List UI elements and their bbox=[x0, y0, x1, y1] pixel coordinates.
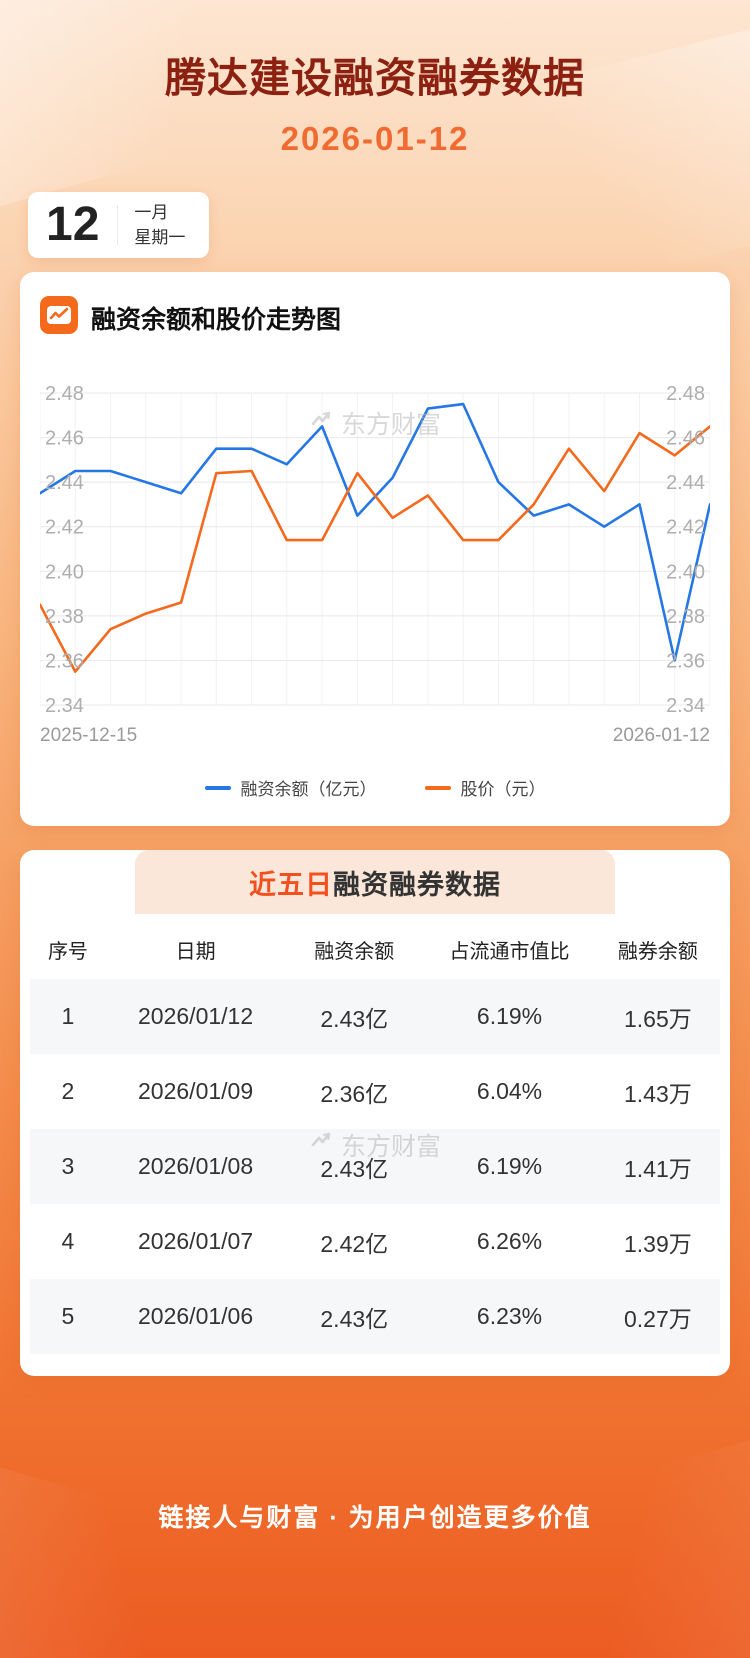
watermark: 东方财富 bbox=[309, 405, 441, 441]
table-body: 1 2026/01/12 2.43亿 6.19% 1.65万 2 2026/01/09 2.3… bbox=[30, 979, 720, 1354]
table-column-header: 融券余额 bbox=[617, 941, 698, 963]
table-cell: 6.26% bbox=[476, 1228, 543, 1254]
table-column-header: 占流通市值比 bbox=[449, 941, 570, 963]
table-cell: 2026/01/08 bbox=[138, 1153, 254, 1179]
table-column-header: 融资余额 bbox=[314, 941, 395, 963]
svg-text:2.40: 2.40 bbox=[45, 561, 84, 583]
svg-text:2.44: 2.44 bbox=[666, 472, 705, 494]
table-cell: 2026/01/12 bbox=[138, 1003, 254, 1029]
page-date: 2026-01-12 bbox=[280, 120, 470, 157]
table-cell: 6.23% bbox=[476, 1303, 543, 1329]
legend-label: 股价（元） bbox=[460, 780, 546, 799]
table-cell: 6.19% bbox=[476, 1003, 543, 1029]
trend-chart: 东方财富 2.48 2.48 2.46 2.46 2.44 2.44 2.42 2.42 2.4… bbox=[40, 381, 710, 800]
table-cell: 1.39万 bbox=[624, 1230, 692, 1257]
table-cell: 5 bbox=[61, 1303, 75, 1329]
svg-text:2.48: 2.48 bbox=[666, 383, 705, 405]
chart-icon bbox=[40, 296, 78, 339]
decorative-stripe bbox=[0, 1450, 305, 1658]
legend-marker bbox=[204, 785, 231, 790]
svg-text:2.38: 2.38 bbox=[666, 606, 705, 628]
svg-text:2.34: 2.34 bbox=[666, 695, 705, 717]
legend-label: 融资余额（亿元） bbox=[240, 780, 377, 799]
table-cell: 1.65万 bbox=[624, 1005, 692, 1032]
svg-text:2.34: 2.34 bbox=[45, 695, 84, 717]
calendar-weekday: 星期一 bbox=[134, 228, 186, 247]
x-axis-labels: 2025-12-15 2026-01-12 bbox=[40, 725, 710, 747]
calendar-meta: 一月 星期一 bbox=[134, 200, 185, 251]
table-title-highlight: 近五日 bbox=[249, 870, 333, 900]
table-cell: 2 bbox=[61, 1078, 75, 1104]
table-cell: 2.42亿 bbox=[320, 1230, 389, 1257]
page-title: 腾达建设融资融券数据 bbox=[165, 55, 585, 101]
decorative-stripe bbox=[444, 1417, 750, 1658]
chart-title: 融资余额和股价走势图 bbox=[91, 305, 342, 334]
table-row: 3 2026/01/08 2.43亿 6.19% 1.41万 bbox=[30, 1129, 720, 1204]
table-cell: 1 bbox=[61, 1003, 75, 1029]
table-column-header: 序号 bbox=[47, 941, 88, 963]
svg-text:2.46: 2.46 bbox=[45, 428, 84, 450]
table-column-header: 日期 bbox=[175, 941, 216, 963]
x-axis-end-label: 2026-01-12 bbox=[612, 725, 710, 746]
table-cell: 2.36亿 bbox=[320, 1080, 389, 1107]
svg-text:2.38: 2.38 bbox=[45, 606, 84, 628]
svg-text:2.44: 2.44 bbox=[45, 472, 84, 494]
table-cell: 2.43亿 bbox=[320, 1155, 389, 1182]
watermark-text: 东方财富 bbox=[340, 411, 442, 439]
svg-text:2.46: 2.46 bbox=[666, 428, 705, 450]
calendar-card: 12 一月 星期一 bbox=[28, 192, 210, 258]
x-axis-start-label: 2025-12-15 bbox=[40, 725, 138, 746]
table-cell: 3 bbox=[61, 1153, 75, 1179]
table-header-row: 序号 日期 融资余额 占流通市值比 融券余额 bbox=[30, 918, 720, 979]
chart-legend: 融资余额（亿元） 股价（元） bbox=[40, 775, 710, 800]
chart-header: 融资余额和股价走势图 bbox=[40, 296, 710, 339]
calendar-month: 一月 bbox=[134, 202, 169, 222]
svg-text:2.42: 2.42 bbox=[45, 517, 84, 539]
table-cell: 1.43万 bbox=[624, 1080, 692, 1107]
watermark-logo-icon bbox=[309, 408, 333, 439]
margin-data-table: 序号 日期 融资余额 占流通市值比 融券余额 1 2026/01/12 2.43亿 6.19%… bbox=[30, 918, 720, 1354]
table-cell: 2.43亿 bbox=[320, 1005, 389, 1032]
table-title: 近五日融资融券数据 bbox=[135, 850, 615, 914]
table-cell: 6.19% bbox=[476, 1153, 543, 1179]
table-title-rest: 融资融券数据 bbox=[333, 870, 501, 900]
svg-text:2.40: 2.40 bbox=[666, 561, 705, 583]
legend-marker bbox=[424, 785, 451, 790]
table-row: 1 2026/01/12 2.43亿 6.19% 1.65万 bbox=[30, 979, 720, 1054]
table-cell: 1.41万 bbox=[624, 1155, 692, 1182]
svg-text:2.36: 2.36 bbox=[45, 650, 84, 672]
table-cell: 4 bbox=[61, 1228, 75, 1254]
table-cell: 2.43亿 bbox=[320, 1305, 389, 1332]
table-row: 5 2026/01/06 2.43亿 6.23% 0.27万 bbox=[30, 1279, 720, 1354]
table-row: 4 2026/01/07 2.42亿 6.26% 1.39万 bbox=[30, 1204, 720, 1279]
line-chart-canvas: 2.48 2.48 2.46 2.46 2.44 2.44 2.42 2.42 2.40 2.40… bbox=[40, 383, 710, 717]
header: 腾达建设融资融券数据 2026-01-12 bbox=[0, 0, 750, 158]
table-cell: 6.04% bbox=[476, 1078, 543, 1104]
calendar-day: 12 bbox=[46, 198, 100, 251]
legend-item: 股价（元） bbox=[424, 775, 546, 800]
table-cell: 2026/01/06 bbox=[138, 1303, 254, 1329]
table-row: 2 2026/01/09 2.36亿 6.04% 1.43万 bbox=[30, 1054, 720, 1129]
svg-text:2.48: 2.48 bbox=[45, 383, 84, 405]
legend-item: 融资余额（亿元） bbox=[204, 775, 377, 800]
table-cell: 2026/01/09 bbox=[138, 1078, 254, 1104]
svg-text:2.42: 2.42 bbox=[666, 517, 705, 539]
table-cell: 0.27万 bbox=[624, 1305, 692, 1332]
chart-card: 融资余额和股价走势图 东方财富 2.48 2.48 2.46 2.46 2.44 2.44… bbox=[20, 272, 730, 826]
svg-text:2.36: 2.36 bbox=[666, 650, 705, 672]
table-cell: 2026/01/07 bbox=[138, 1228, 254, 1254]
table-card: 近五日融资融券数据 东方财富 序号 日期 融资余额 占流通市值比 融券余额 1 2026/… bbox=[20, 850, 730, 1376]
footer-slogan: 链接人与财富 · 为用户创造更多价值 bbox=[158, 1504, 592, 1532]
calendar-divider bbox=[117, 205, 119, 245]
